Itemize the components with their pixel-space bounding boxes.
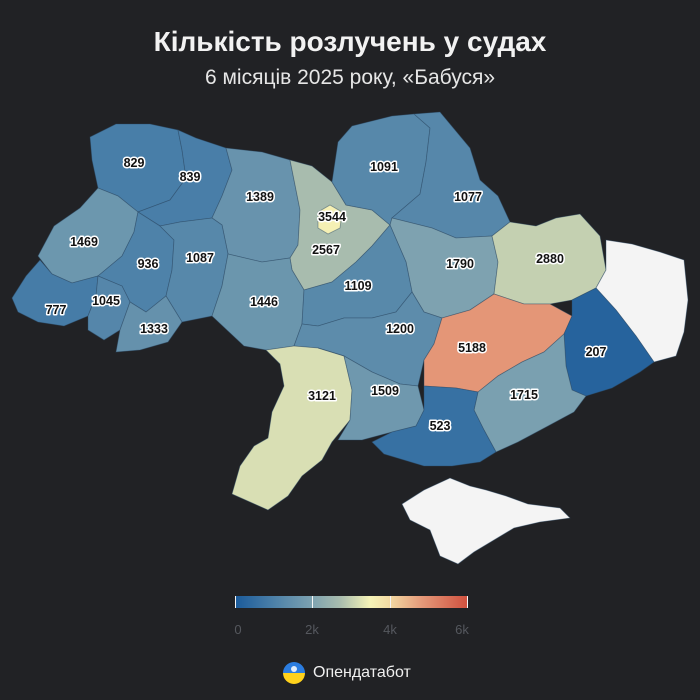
- legend-label-6k: 6k: [455, 622, 469, 637]
- opendatabot-logo-icon: [283, 662, 305, 684]
- value-label-lviv: 1469: [70, 235, 98, 249]
- region-kyiv-city: [317, 204, 343, 235]
- value-label-ivano-frankivsk: 1045: [92, 294, 120, 308]
- value-label-rivne: 839: [180, 170, 201, 184]
- value-label-kherson: 523: [430, 419, 451, 433]
- value-label-kirovohrad: 1200: [386, 322, 414, 336]
- map-subtitle: 6 місяців 2025 року, «Бабуся»: [204, 66, 496, 89]
- regions-layer: [11, 111, 689, 565]
- value-label-dnipropetrovsk: 5188: [458, 341, 486, 355]
- region-crimea: [401, 477, 571, 565]
- legend-color-bar: [235, 596, 468, 608]
- legend-label-4k: 4k: [383, 622, 397, 637]
- value-label-volyn: 829: [124, 156, 145, 170]
- value-label-cherkasy: 1109: [344, 279, 371, 293]
- value-label-ternopil: 936: [138, 257, 159, 271]
- value-label-chernihiv: 1091: [370, 160, 398, 174]
- map-title: Кількість розлучень у судах: [153, 26, 547, 57]
- value-label-sumy: 1077: [454, 190, 482, 204]
- value-label-khmelnytskyi: 1087: [186, 251, 214, 265]
- color-legend: 0 2k 4k 6k: [234, 596, 469, 637]
- region-kherson: [371, 385, 497, 467]
- brand-name: Опендатабот: [313, 664, 411, 681]
- legend-label-2k: 2k: [305, 622, 319, 637]
- value-label-odesa: 3121: [308, 389, 336, 403]
- brand: Опендатабот: [283, 660, 411, 686]
- value-label-zhytomyr: 1389: [246, 190, 274, 204]
- legend-tick-6k: [467, 596, 468, 608]
- value-label-vinnytsia: 1446: [250, 295, 278, 309]
- value-labels-layer: 829 839 1389 3544 2567 1091 1077 1469 936 1087 179…: [44, 155, 608, 435]
- region-odesa: [231, 345, 353, 511]
- value-label-mykolaiv: 1509: [371, 384, 399, 398]
- legend-tick-2k: [312, 596, 313, 608]
- value-label-donetsk: 207: [586, 345, 607, 359]
- legend-label-0: 0: [234, 622, 242, 637]
- region-chernivtsi: [115, 295, 183, 353]
- value-label-zakarpattia: 777: [46, 303, 67, 317]
- value-label-poltava: 1790: [446, 257, 474, 271]
- value-label-kyiv-oblast: 2567: [312, 243, 340, 257]
- value-label-kyiv-city: 3544: [318, 210, 346, 224]
- value-label-kharkiv: 2880: [536, 252, 564, 266]
- region-ivano-frankivsk: [87, 275, 131, 341]
- value-label-chernivtsi: 1333: [140, 322, 168, 336]
- value-label-zaporizhzhia: 1715: [510, 388, 538, 402]
- legend-tick-0: [235, 596, 236, 608]
- legend-tick-4k: [390, 596, 391, 608]
